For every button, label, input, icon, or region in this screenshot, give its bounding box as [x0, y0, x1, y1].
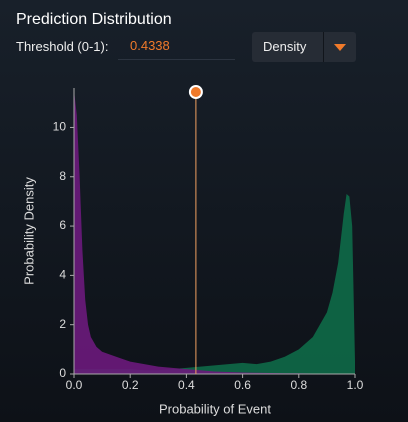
x-tick-label: 0.0	[66, 378, 83, 392]
x-tick-label: 0.4	[178, 378, 195, 392]
threshold-input[interactable]: 0.4338	[118, 32, 235, 60]
y-tick-label: 10	[53, 120, 67, 134]
dropdown-text: Density	[263, 39, 307, 54]
threshold-handle[interactable]	[188, 85, 203, 99]
x-tick-label: 1.0	[347, 378, 364, 392]
dropdown-arrow[interactable]	[334, 44, 346, 51]
x-tick-label: 0.6	[234, 378, 251, 392]
mode-dropdown[interactable]: Density	[252, 32, 356, 62]
x-tick-label: 0.8	[290, 378, 307, 392]
y-tick-label: 6	[59, 218, 66, 232]
density-area	[74, 194, 355, 374]
x-tick-label: 0.2	[122, 378, 139, 392]
density-area	[74, 90, 355, 374]
y-tick-label: 0	[59, 366, 66, 380]
x-axis-label: Probability of Event	[159, 401, 271, 416]
threshold-label: Threshold (0-1):	[16, 39, 109, 54]
title: Prediction Distribution	[16, 11, 172, 28]
divider	[323, 32, 324, 62]
y-axis-label: Probability Density	[21, 177, 36, 285]
y-tick-label: 4	[59, 268, 66, 282]
y-tick-label: 8	[59, 169, 66, 183]
y-tick-label: 2	[59, 317, 66, 331]
